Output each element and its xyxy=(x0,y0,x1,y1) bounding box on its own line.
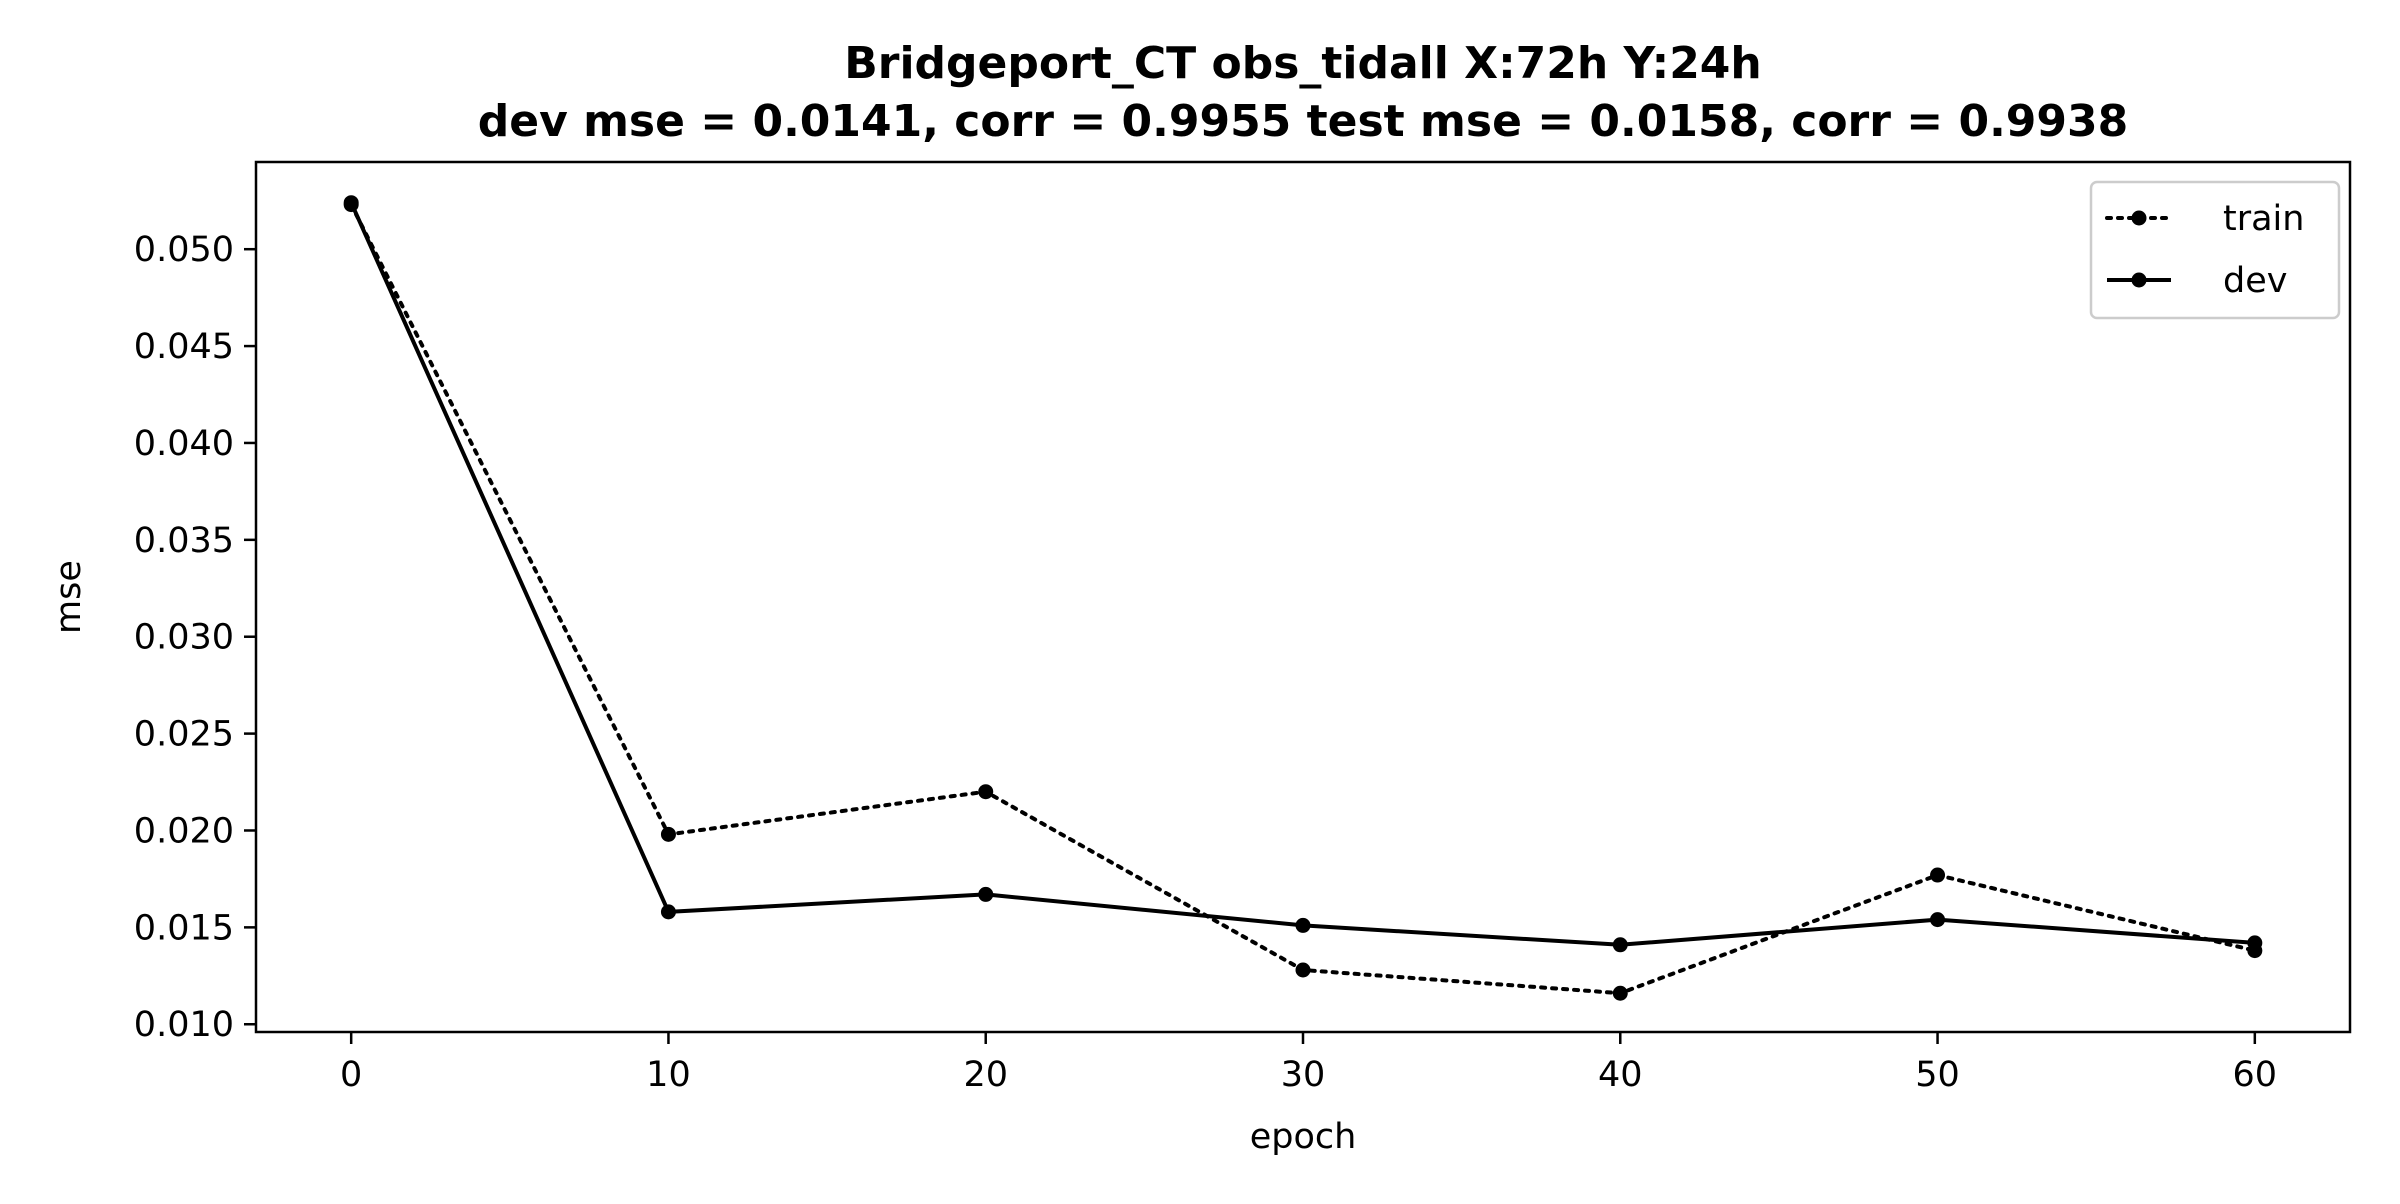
data-point-dev xyxy=(1930,912,1946,928)
x-tick-label: 40 xyxy=(1598,1055,1643,1095)
x-tick-label: 30 xyxy=(1281,1055,1326,1095)
y-tick-label: 0.020 xyxy=(134,811,234,851)
data-point-dev xyxy=(1295,917,1311,933)
x-tick-label: 50 xyxy=(1915,1055,1960,1095)
data-point-train xyxy=(1295,962,1311,978)
data-point-train xyxy=(1612,985,1628,1001)
legend: train dev xyxy=(2089,180,2341,320)
y-axis-label: mse xyxy=(49,560,89,634)
y-axis: 0.010 0.015 0.020 0.025 0.030 0.035 0.040 0.045… xyxy=(134,230,256,1045)
series-line-dev xyxy=(349,201,2255,947)
y-tick-label: 0.050 xyxy=(134,230,234,270)
chart-subtitle: dev mse = 0.0141, corr = 0.9955 test mse… xyxy=(478,96,2129,147)
data-point-dev xyxy=(660,904,676,920)
y-tick-label: 0.040 xyxy=(134,424,234,464)
chart-title: Bridgeport_CT obs_tidall X:72h Y:24h xyxy=(844,38,1762,89)
y-tick-label: 0.015 xyxy=(134,908,234,948)
x-axis-label: epoch xyxy=(1250,1117,1357,1157)
plot-frame xyxy=(254,160,2352,1034)
y-tick-label: 0.025 xyxy=(134,715,234,755)
x-tick-label: 0 xyxy=(340,1055,362,1095)
y-tick-label: 0.035 xyxy=(134,521,234,561)
data-point-train xyxy=(978,784,994,800)
legend-marker-train xyxy=(2131,210,2147,226)
x-tick-label: 20 xyxy=(963,1055,1008,1095)
x-tick-label: 60 xyxy=(2233,1055,2278,1095)
data-point-dev xyxy=(2247,935,2263,951)
y-tick-label: 0.030 xyxy=(134,618,234,658)
legend-label-dev: dev xyxy=(2223,261,2287,301)
data-point-dev xyxy=(978,886,994,902)
plot-area xyxy=(343,195,2263,1001)
y-tick-label: 0.045 xyxy=(134,327,234,367)
legend-label-train: train xyxy=(2223,199,2304,239)
x-tick-label: 10 xyxy=(646,1055,691,1095)
series-line-train xyxy=(349,202,2257,996)
legend-marker-dev xyxy=(2131,272,2147,288)
data-point-dev xyxy=(1612,937,1628,953)
y-tick-label: 0.010 xyxy=(134,1005,234,1045)
data-point-dev xyxy=(343,195,359,211)
x-axis: 0 10 20 30 40 50 60 xyxy=(340,1032,2277,1095)
data-point-train xyxy=(660,826,676,842)
data-point-train xyxy=(1930,867,1946,883)
